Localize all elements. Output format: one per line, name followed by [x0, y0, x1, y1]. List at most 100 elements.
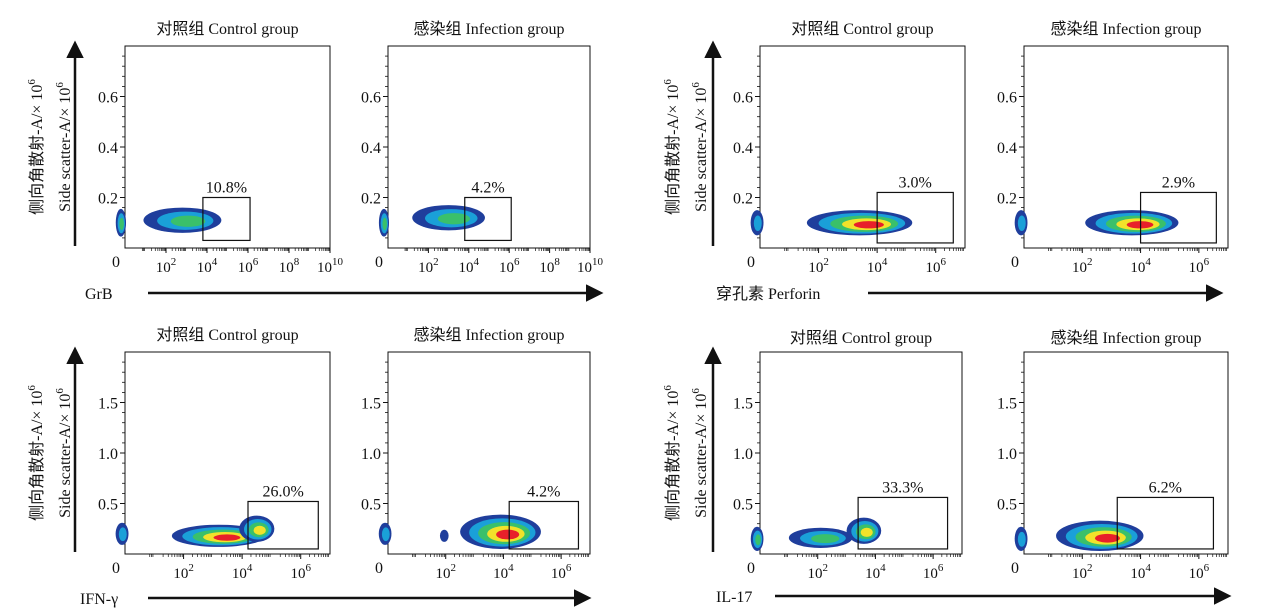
density-level-3 — [811, 534, 840, 544]
x-tick-label: 104 — [867, 256, 888, 276]
y-tick-label: 1.5 — [361, 396, 381, 413]
density-population — [143, 207, 222, 233]
gate-box — [857, 496, 949, 550]
axis-zero-label: 0 — [747, 560, 755, 577]
density-level-1 — [439, 529, 449, 542]
x-tick-label: 106 — [1189, 256, 1210, 276]
y-tick-label: 0.2 — [733, 191, 753, 208]
y-tick-label: 0.6 — [361, 90, 381, 107]
panel-infection: 感染组 Infection group 0.5 1.0 1.5 0 102 104 106 6.… — [997, 329, 1229, 582]
density-level-2 — [1017, 215, 1026, 232]
x-tick-label: 1010 — [577, 256, 604, 276]
density-population — [378, 522, 392, 545]
y-tick-label: 1.5 — [997, 396, 1017, 413]
chart-il17: 侧向角散射-A/× 106 Side scatter-A/× 106 IL-17 对照… — [662, 329, 1232, 606]
y-tick-label: 1.5 — [733, 396, 753, 413]
gate-box — [876, 191, 954, 244]
panel-title: 感染组 Infection group — [413, 326, 564, 344]
y-tick-label: 0.4 — [733, 140, 753, 157]
axis-zero-label: 0 — [1011, 254, 1019, 271]
x-tick-label: 1010 — [317, 256, 344, 276]
y-axis-label-en: Side scatter-A/× 106 — [690, 388, 710, 518]
y-tick-label: 0.4 — [98, 140, 118, 157]
panel-control: 对照组 Control group 0.2 0.4 0.6 0 102 104 106 108 1… — [98, 20, 344, 276]
y-tick-label: 1.0 — [733, 446, 753, 463]
gate-box — [202, 196, 251, 242]
panel-control: 对照组 Control group 0.5 1.0 1.5 0 102 104 106 33.3… — [733, 329, 963, 582]
gate-percentage-label: 3.0% — [899, 174, 932, 191]
y-tick-label: 0.2 — [98, 191, 118, 208]
chart-ifng: 侧向角散射-A/× 106 Side scatter-A/× 106 IFN-γ 对照… — [26, 326, 592, 608]
axis-zero-label: 0 — [112, 560, 120, 577]
panel-control: 对照组 Control group 0.2 0.4 0.6 0 102 104 106 3.0% — [733, 20, 966, 276]
figure-root: 侧向角散射-A/× 106 Side scatter-A/× 106 GrB 对照组 … — [26, 20, 1232, 608]
y-tick-label: 0.6 — [98, 90, 118, 107]
y-tick-label: 0.4 — [997, 140, 1017, 157]
y-axis-label-cn: 侧向角散射-A/× 106 — [662, 79, 682, 215]
plot-frame — [124, 351, 331, 555]
y-tick-label: 0.5 — [361, 497, 381, 514]
x-tick-label: 102 — [807, 562, 828, 582]
y-tick-label: 0.2 — [361, 191, 381, 208]
x-tick-label: 106 — [925, 256, 946, 276]
density-level-4 — [860, 527, 873, 537]
x-tick-label: 104 — [232, 562, 253, 582]
y-axis-label-en: Side scatter-A/× 106 — [690, 82, 710, 212]
x-axis-label: IFN-γ — [80, 591, 118, 608]
y-tick-label: 0.5 — [98, 497, 118, 514]
density-population — [750, 526, 764, 551]
x-tick-label: 106 — [551, 562, 572, 582]
density-level-5 — [496, 529, 520, 540]
axis-zero-label: 0 — [375, 254, 383, 271]
y-axis-label-group: 侧向角散射-A/× 106 Side scatter-A/× 106 — [26, 79, 74, 215]
density-level-5 — [1094, 533, 1120, 543]
panel-title: 对照组 Control group — [156, 20, 298, 38]
x-tick-label: 102 — [418, 256, 439, 276]
y-tick-label: 1.5 — [98, 396, 118, 413]
chart-perforin: 侧向角散射-A/× 106 Side scatter-A/× 106 穿孔素 Per… — [662, 20, 1229, 303]
panel-title: 对照组 Control group — [156, 326, 298, 344]
y-axis-label-group: 侧向角散射-A/× 106 Side scatter-A/× 106 — [662, 385, 710, 521]
x-tick-label: 106 — [238, 256, 259, 276]
x-tick-label: 104 — [1130, 562, 1151, 582]
density-level-3 — [755, 534, 761, 546]
panel-infection: 感染组 Infection group 0.5 1.0 1.5 0 102 104 106 4.… — [361, 326, 591, 582]
y-axis-label-group: 侧向角散射-A/× 106 Side scatter-A/× 106 — [26, 385, 74, 521]
x-tick-label: 104 — [1130, 256, 1151, 276]
y-axis-label-cn: 侧向角散射-A/× 106 — [26, 385, 46, 521]
gate-percentage-label: 33.3% — [882, 479, 923, 496]
x-tick-label: 108 — [279, 256, 300, 276]
density-level-3 — [437, 213, 471, 225]
gate-box — [1139, 191, 1217, 244]
gate-percentage-label: 2.9% — [1162, 174, 1195, 191]
density-population — [460, 514, 541, 549]
y-axis-label-group: 侧向角散射-A/× 106 Side scatter-A/× 106 — [662, 79, 710, 215]
density-population — [1014, 210, 1028, 236]
density-level-2 — [753, 215, 762, 232]
x-tick-label: 106 — [1189, 562, 1210, 582]
y-axis-label-cn: 侧向角散射-A/× 106 — [662, 385, 682, 521]
x-tick-label: 102 — [156, 256, 177, 276]
axis-zero-label: 0 — [1011, 560, 1019, 577]
x-tick-label: 102 — [1072, 256, 1093, 276]
x-tick-label: 106 — [499, 256, 520, 276]
density-population — [115, 522, 129, 545]
panel-title: 感染组 Infection group — [413, 20, 564, 38]
density-population — [412, 205, 485, 231]
y-axis-label-cn: 侧向角散射-A/× 106 — [26, 79, 46, 215]
x-tick-label: 104 — [197, 256, 218, 276]
density-population — [750, 210, 764, 236]
density-population — [378, 208, 390, 237]
density-population — [1056, 520, 1144, 551]
density-population — [439, 529, 449, 542]
x-tick-label: 102 — [435, 562, 456, 582]
y-tick-label: 0.6 — [733, 90, 753, 107]
panel-title: 对照组 Control group — [790, 329, 932, 347]
density-level-3 — [119, 217, 124, 231]
density-level-4 — [253, 525, 266, 535]
x-tick-label: 104 — [493, 562, 514, 582]
axis-zero-label: 0 — [747, 254, 755, 271]
panel-title: 对照组 Control group — [791, 20, 933, 38]
density-level-2 — [381, 527, 390, 542]
